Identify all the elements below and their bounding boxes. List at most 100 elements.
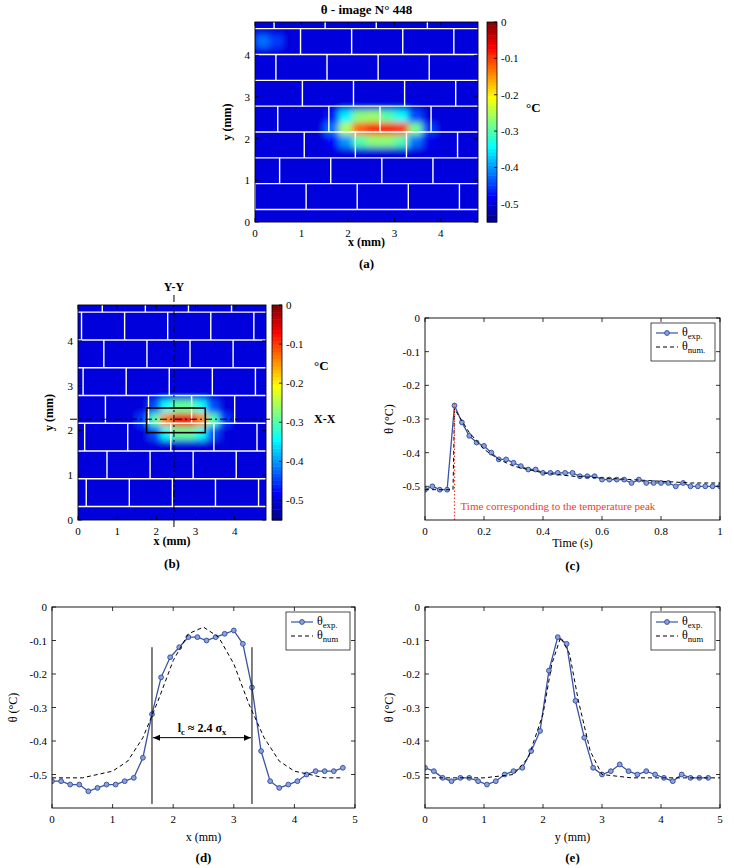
text-part: num xyxy=(688,634,704,644)
colorbar-step xyxy=(487,175,497,179)
x-tick xyxy=(394,22,395,26)
colorbar-step xyxy=(272,416,282,420)
heatmap-cell xyxy=(436,60,451,73)
y-tick-label: -0.1 xyxy=(403,635,420,647)
grain-line xyxy=(78,339,266,340)
heatmap-cell xyxy=(464,210,478,223)
x-tick xyxy=(294,804,295,808)
x-tick xyxy=(602,804,603,808)
colorbar-step xyxy=(272,405,282,409)
colorbar-step xyxy=(272,473,282,477)
x-axis-label: x (mm) xyxy=(348,235,385,249)
heatmap-cell xyxy=(125,507,137,520)
y-tick xyxy=(716,452,720,453)
heatmap-cell xyxy=(196,480,208,494)
colorbar-step xyxy=(487,155,497,159)
heatmap-cell xyxy=(339,160,354,173)
panel-label: (b) xyxy=(164,556,180,571)
data-point xyxy=(504,457,509,462)
colorbar-step xyxy=(487,142,497,146)
x-tick-label: 2 xyxy=(170,813,176,825)
colorbar-step xyxy=(487,202,497,206)
y-tick-label: 1 xyxy=(68,469,74,481)
annotation-arrow xyxy=(153,737,251,738)
grain-line xyxy=(170,423,171,451)
colorbar-tick-label: 0 xyxy=(286,299,292,311)
heatmap-cell xyxy=(283,72,298,85)
colorbar-step xyxy=(272,438,282,442)
annotation-text: lc ≈ 2.4 σx xyxy=(178,721,227,737)
heatmap-cell xyxy=(436,72,451,85)
heatmap-cell xyxy=(137,318,149,332)
x-tick-label: 1 xyxy=(114,525,120,537)
colorbar-step xyxy=(487,105,497,109)
y-tick xyxy=(351,707,355,708)
heatmap-cell xyxy=(436,35,451,48)
heatmap-cell xyxy=(137,480,149,494)
heatmap-cell xyxy=(207,480,219,494)
heatmap-cell xyxy=(394,47,409,60)
heatmap-cell xyxy=(113,372,125,386)
colorbar-step xyxy=(272,330,282,334)
grain-line xyxy=(124,312,125,340)
grain-line xyxy=(453,29,454,55)
heatmap-cell xyxy=(160,332,172,346)
grain-line xyxy=(78,367,266,368)
heatmap-cell xyxy=(408,135,423,148)
legend: θexp.θnum xyxy=(286,612,350,650)
colorbar-step xyxy=(487,39,497,43)
x-tick-label: 1 xyxy=(481,813,487,825)
y-tick xyxy=(716,486,720,487)
y-tick xyxy=(425,351,429,352)
colorbar-step xyxy=(272,441,282,445)
y-tick xyxy=(716,741,720,742)
colorbar-step xyxy=(487,82,497,86)
colorbar-step xyxy=(272,370,282,374)
data-point xyxy=(340,765,345,770)
heatmap-cell xyxy=(78,453,90,467)
grain-line xyxy=(102,305,103,312)
heatmap-cell xyxy=(436,135,451,148)
data-point xyxy=(122,779,127,784)
heatmap-cell xyxy=(450,185,465,198)
data-point xyxy=(570,470,575,475)
grain-line xyxy=(149,451,150,479)
heatmap-cell xyxy=(102,493,114,507)
colorbar-step xyxy=(487,59,497,63)
y-tick-label: -0.5 xyxy=(30,769,48,781)
y-tick-label: -0.3 xyxy=(403,413,421,425)
grain-line xyxy=(408,184,409,210)
grain-line xyxy=(376,22,377,29)
data-point xyxy=(86,789,91,794)
plot-frame xyxy=(52,607,355,808)
data-point xyxy=(585,474,590,479)
heatmap-cell xyxy=(325,85,340,98)
heatmap-cell xyxy=(450,72,465,85)
data-point xyxy=(159,675,164,680)
grain-line xyxy=(172,479,173,507)
heatmap-cell xyxy=(311,85,326,98)
grain-line xyxy=(78,478,266,479)
heatmap-cell xyxy=(311,97,326,110)
y-tick xyxy=(351,640,355,641)
heatmap-cell xyxy=(408,185,423,198)
grain-line xyxy=(103,340,104,368)
x-tick-label: 0 xyxy=(49,813,55,825)
heatmap-cell xyxy=(269,110,284,123)
grain-line xyxy=(357,184,358,210)
data-point xyxy=(467,433,472,438)
grain-line xyxy=(256,423,257,451)
legend-line xyxy=(656,346,678,347)
heatmap-cell xyxy=(297,72,312,85)
data-point xyxy=(644,481,649,486)
heatmap-cell xyxy=(149,372,161,386)
grain-line xyxy=(377,55,378,81)
colorbar-step xyxy=(487,185,497,189)
heatmap-cell xyxy=(243,507,255,520)
heatmap-cell xyxy=(339,97,354,110)
grain-line xyxy=(305,184,306,210)
heatmap-cell xyxy=(207,318,219,332)
x-tick xyxy=(661,318,662,322)
y-tick xyxy=(474,180,478,181)
y-tick xyxy=(52,741,56,742)
